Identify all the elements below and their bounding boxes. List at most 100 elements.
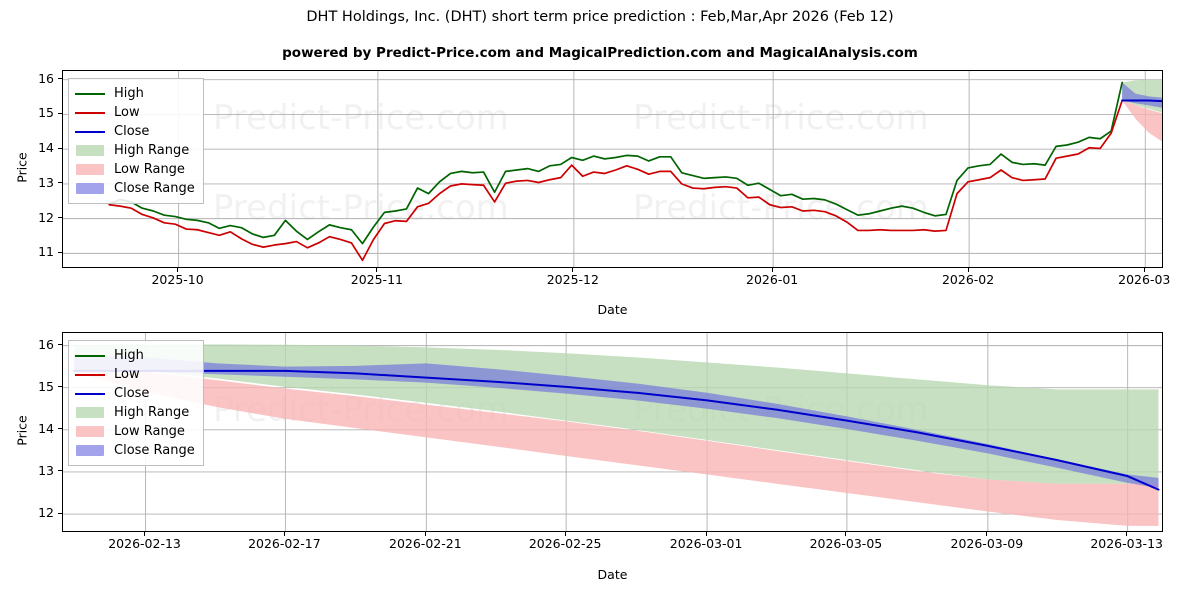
bottom-panel-xtick-label: 2026-03-13 — [1090, 536, 1163, 551]
top-panel-ytick-label: 15 — [38, 105, 54, 121]
bottom-panel-yaxis-title: Price — [14, 415, 30, 446]
legend-item-high[interactable]: High — [75, 84, 195, 103]
legend-item-low-range[interactable]: Low Range — [75, 422, 195, 441]
legend-item-label: Close — [114, 124, 150, 139]
bottom-panel-xtick-label: 2026-03-01 — [669, 536, 743, 551]
bottom-panel-high-range-band — [74, 344, 1159, 484]
top-panel-xtick-mark — [572, 268, 574, 272]
legend-swatch-patch-icon — [75, 444, 105, 457]
legend-item-high[interactable]: High — [75, 346, 195, 365]
top-panel-xtick-label: 2026-01 — [746, 272, 799, 287]
legend-swatch-patch-icon — [75, 406, 105, 419]
top-panel-svg: Predict-Price.com Predict-Price.com Predic… — [63, 71, 1162, 267]
top-panel-xtick-mark — [967, 268, 969, 272]
legend-item-label: Close Range — [114, 181, 195, 196]
bottom-panel-xtick-label: 2026-03-09 — [950, 536, 1024, 551]
legend-item-label: Low Range — [114, 162, 185, 177]
legend-item-low-range[interactable]: Low Range — [75, 160, 195, 179]
bottom-panel-close-line — [73, 369, 1160, 491]
top-panel-xtick-mark — [177, 268, 179, 272]
legend-item-label: Low — [114, 105, 140, 120]
bottom-panel-xtick-label: 2026-02-21 — [389, 536, 462, 551]
legend-item-label: Close — [114, 386, 150, 401]
page-subtitle: powered by Predict-Price.com and Magical… — [282, 45, 918, 61]
legend-patch-icon — [76, 407, 104, 418]
legend-line-icon — [75, 354, 105, 357]
top-panel-xtick-label: 2025-11 — [350, 272, 403, 287]
top-panel-ytick-mark — [58, 182, 62, 184]
top-panel-ytick-mark — [58, 78, 62, 80]
legend-item-close[interactable]: Close — [75, 122, 195, 141]
top-panel-plot-area: Predict-Price.com Predict-Price.com Predic… — [62, 70, 1163, 268]
bottom-panel-xtick-label: 2026-02-17 — [248, 536, 321, 551]
top-panel-xtick-label: 2025-12 — [546, 272, 599, 287]
top-panel-ytick-mark — [58, 112, 62, 114]
bottom-panel-ytick-mark — [58, 386, 62, 388]
legend-line-icon — [75, 92, 105, 95]
legend-item-low[interactable]: Low — [75, 365, 195, 384]
bottom-panel-ytick-label: 14 — [38, 420, 54, 436]
legend-swatch-line-icon — [75, 387, 105, 400]
top-panel-xtick-label: 2025-10 — [151, 272, 204, 287]
top-panel-close-line — [1121, 99, 1162, 103]
top-panel-ytick-label: 12 — [38, 209, 54, 225]
bottom-panel-xtick-mark — [144, 532, 146, 536]
bottom-panel-ytick-mark — [58, 470, 62, 472]
bottom-panel-ytick-mark — [58, 344, 62, 346]
legend-swatch-line-icon — [75, 106, 105, 119]
legend-item-label: Low Range — [114, 424, 185, 439]
bottom-panel-low-range-band — [74, 370, 1159, 526]
bottom-panel-ytick-label: 15 — [38, 378, 54, 394]
legend-line-icon — [75, 392, 105, 395]
bottom-panel-xtick-mark — [564, 532, 566, 536]
legend-item-high-range[interactable]: High Range — [75, 141, 195, 160]
bottom-panel-ytick-label: 16 — [38, 336, 54, 352]
legend-item-high-range[interactable]: High Range — [75, 403, 195, 422]
legend-swatch-line-icon — [75, 125, 105, 138]
legend-line-icon — [75, 111, 105, 114]
legend-swatch-patch-icon — [75, 163, 105, 176]
top-panel-xtick-label: 2026-02 — [941, 272, 995, 287]
bottom-panel-legend: High Low Close High Range Low Range Close Ran… — [68, 340, 204, 466]
legend-item-close-range[interactable]: Close Range — [75, 441, 195, 460]
legend-item-close[interactable]: Close — [75, 384, 195, 403]
bottom-panel-xaxis-title: Date — [597, 567, 628, 582]
legend-patch-icon — [76, 445, 104, 456]
legend-swatch-patch-icon — [75, 182, 105, 195]
legend-swatch-patch-icon — [75, 144, 105, 157]
top-panel-ytick-label: 14 — [38, 140, 54, 156]
top-panel-low-line — [108, 99, 1124, 262]
legend-item-close-range[interactable]: Close Range — [75, 179, 195, 198]
bottom-panel-xtick-mark — [424, 532, 426, 536]
top-panel-xtick-mark — [1143, 268, 1145, 272]
top-panel-ytick-mark — [58, 147, 62, 149]
bottom-panel-xtick-mark — [986, 532, 988, 536]
bottom-panel-xtick-mark — [1126, 532, 1128, 536]
top-panel-high-line — [108, 81, 1124, 245]
legend-item-label: High Range — [114, 143, 190, 158]
bottom-panel-ytick-label: 12 — [38, 505, 54, 521]
legend-patch-icon — [76, 164, 104, 175]
top-panel-ytick-label: 11 — [38, 244, 54, 260]
svg-text:Predict-Price.com: Predict-Price.com — [213, 98, 509, 138]
top-panel-xtick-label: 2026-03 — [1118, 272, 1171, 287]
top-panel-legend: High Low Close High Range Low Range Close Ran… — [68, 78, 204, 204]
legend-item-label: Low — [114, 367, 140, 382]
top-panel-ytick-label: 13 — [38, 174, 54, 190]
page-title: DHT Holdings, Inc. (DHT) short term pric… — [306, 9, 894, 25]
bottom-panel-xtick-mark — [283, 532, 285, 536]
legend-patch-icon — [76, 145, 104, 156]
top-panel-ytick-label: 16 — [38, 70, 54, 86]
bottom-panel-xtick-label: 2026-02-13 — [108, 536, 181, 551]
top-panel-xtick-mark — [376, 268, 378, 272]
bottom-panel-ytick-label: 13 — [38, 462, 54, 478]
top-panel-ytick-mark — [58, 217, 62, 219]
top-panel-xtick-mark — [771, 268, 773, 272]
legend-item-low[interactable]: Low — [75, 103, 195, 122]
top-panel-ytick-mark — [58, 251, 62, 253]
legend-swatch-patch-icon — [75, 425, 105, 438]
